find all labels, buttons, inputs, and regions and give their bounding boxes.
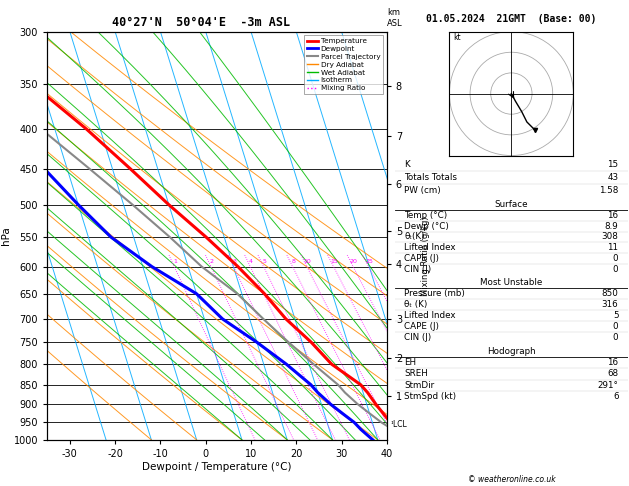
Text: 40°27'N  50°04'E  -3m ASL: 40°27'N 50°04'E -3m ASL	[112, 16, 291, 29]
Text: Lifted Index: Lifted Index	[404, 243, 456, 252]
Text: Most Unstable: Most Unstable	[481, 278, 542, 288]
Text: 316: 316	[602, 300, 618, 310]
Text: 5: 5	[613, 311, 618, 320]
Text: 291°: 291°	[598, 381, 618, 390]
Text: 01.05.2024  21GMT  (Base: 00): 01.05.2024 21GMT (Base: 00)	[426, 14, 596, 24]
Text: 0: 0	[613, 333, 618, 342]
Text: CAPE (J): CAPE (J)	[404, 322, 439, 331]
Text: ¹LCL: ¹LCL	[390, 420, 407, 429]
Text: 0: 0	[613, 265, 618, 274]
Text: 1: 1	[173, 260, 177, 264]
Text: 20: 20	[350, 260, 358, 264]
Text: km
ASL: km ASL	[387, 8, 403, 28]
Text: 3: 3	[232, 260, 236, 264]
Text: 6: 6	[613, 392, 618, 401]
Text: 2: 2	[209, 260, 213, 264]
Text: EH: EH	[404, 358, 416, 367]
Legend: Temperature, Dewpoint, Parcel Trajectory, Dry Adiabat, Wet Adiabat, Isotherm, Mi: Temperature, Dewpoint, Parcel Trajectory…	[304, 35, 383, 94]
Text: 308: 308	[601, 232, 618, 242]
Text: θₜ (K): θₜ (K)	[404, 300, 428, 310]
Text: SREH: SREH	[404, 369, 428, 379]
Text: 10: 10	[304, 260, 311, 264]
Text: 4: 4	[249, 260, 253, 264]
Text: Mixing Ratio (g/kg): Mixing Ratio (g/kg)	[421, 216, 430, 296]
Text: Temp (°C): Temp (°C)	[404, 211, 448, 220]
Text: 8: 8	[291, 260, 295, 264]
Text: 0: 0	[613, 254, 618, 263]
Text: CAPE (J): CAPE (J)	[404, 254, 439, 263]
Text: StmSpd (kt): StmSpd (kt)	[404, 392, 457, 401]
Y-axis label: hPa: hPa	[1, 226, 11, 245]
Text: K: K	[404, 160, 410, 169]
Text: 850: 850	[601, 289, 618, 298]
Text: 1.58: 1.58	[599, 186, 618, 194]
Text: 25: 25	[365, 260, 373, 264]
Text: 0: 0	[613, 322, 618, 331]
Text: kt: kt	[454, 33, 462, 42]
Text: Hodograph: Hodograph	[487, 347, 536, 356]
Text: 11: 11	[608, 243, 618, 252]
Text: 8.9: 8.9	[604, 222, 618, 231]
X-axis label: Dewpoint / Temperature (°C): Dewpoint / Temperature (°C)	[142, 462, 292, 471]
Text: 16: 16	[608, 211, 618, 220]
Text: 16: 16	[608, 358, 618, 367]
Text: 5: 5	[262, 260, 266, 264]
Text: PW (cm): PW (cm)	[404, 186, 441, 194]
Text: StmDir: StmDir	[404, 381, 435, 390]
Text: CIN (J): CIN (J)	[404, 265, 431, 274]
Text: Lifted Index: Lifted Index	[404, 311, 456, 320]
Text: Pressure (mb): Pressure (mb)	[404, 289, 465, 298]
Text: 15: 15	[330, 260, 338, 264]
Text: Dewp (°C): Dewp (°C)	[404, 222, 449, 231]
Text: © weatheronline.co.uk: © weatheronline.co.uk	[467, 474, 555, 484]
Text: Surface: Surface	[494, 200, 528, 209]
Text: CIN (J): CIN (J)	[404, 333, 431, 342]
Text: 68: 68	[608, 369, 618, 379]
Text: 15: 15	[608, 160, 618, 169]
Text: Totals Totals: Totals Totals	[404, 173, 457, 182]
Text: θₜ(K): θₜ(K)	[404, 232, 425, 242]
Text: 43: 43	[608, 173, 618, 182]
